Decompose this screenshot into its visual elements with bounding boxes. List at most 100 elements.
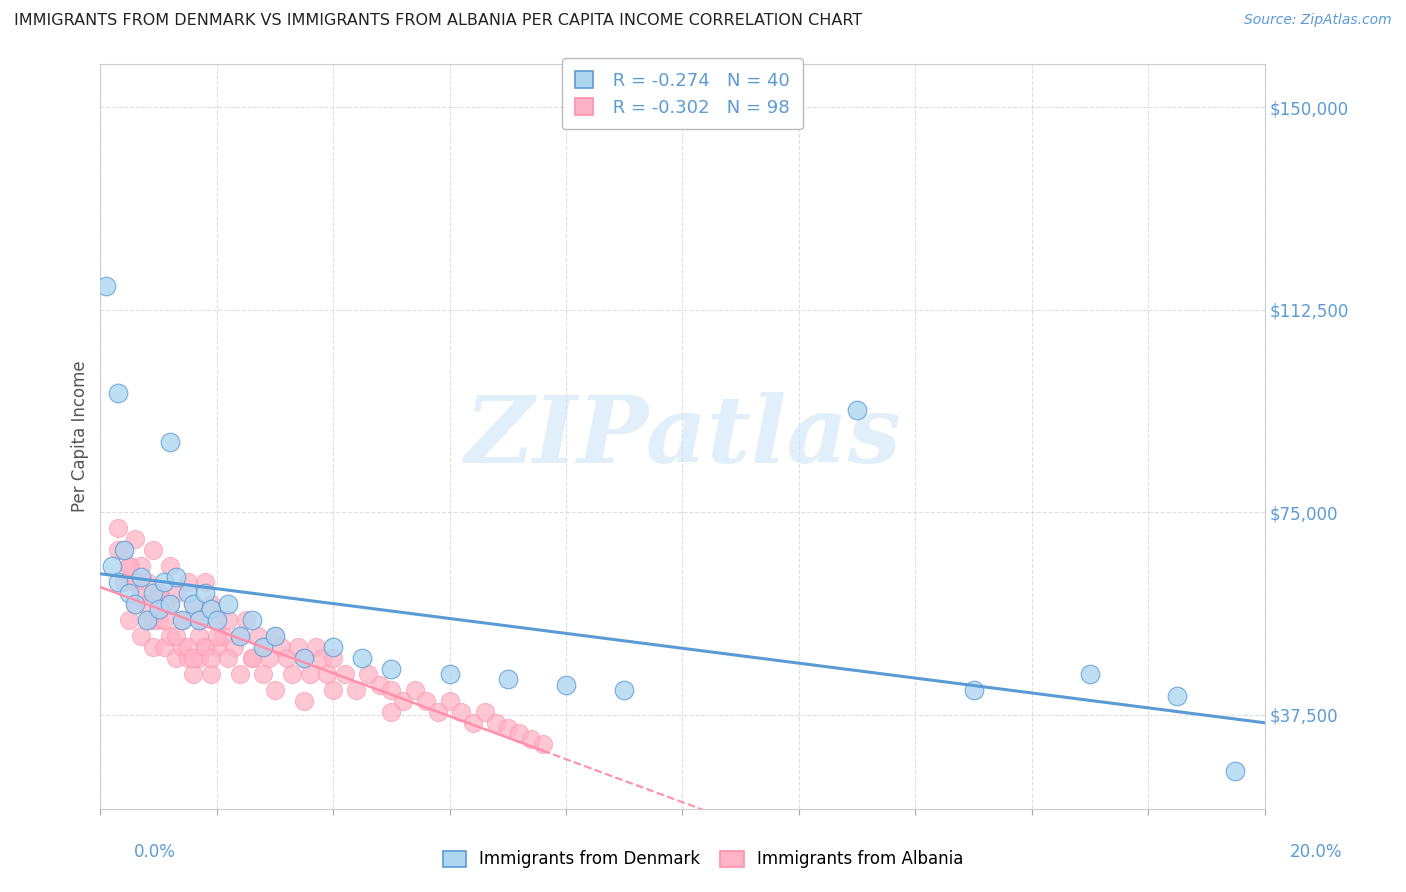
- Point: [439, 667, 461, 681]
- Legend:  R = -0.274   N = 40,  R = -0.302   N = 98: R = -0.274 N = 40, R = -0.302 N = 98: [562, 59, 803, 129]
- Point: [368, 678, 391, 692]
- Point: [153, 597, 176, 611]
- Point: [118, 559, 141, 574]
- Point: [118, 559, 141, 574]
- Point: [217, 651, 239, 665]
- Point: [124, 575, 146, 590]
- Point: [200, 597, 222, 611]
- Point: [450, 705, 472, 719]
- Point: [211, 629, 233, 643]
- Point: [124, 597, 146, 611]
- Point: [380, 683, 402, 698]
- Point: [224, 640, 246, 654]
- Point: [281, 667, 304, 681]
- Point: [352, 651, 374, 665]
- Point: [96, 278, 118, 293]
- Point: [129, 570, 152, 584]
- Point: [246, 629, 269, 643]
- Point: [496, 673, 519, 687]
- Point: [461, 715, 484, 730]
- Point: [142, 543, 165, 558]
- Point: [112, 575, 135, 590]
- Point: [194, 640, 217, 654]
- Point: [415, 694, 437, 708]
- Point: [217, 613, 239, 627]
- Point: [129, 629, 152, 643]
- Point: [252, 667, 274, 681]
- Point: [298, 667, 321, 681]
- Point: [148, 602, 170, 616]
- Point: [427, 705, 450, 719]
- Point: [176, 586, 198, 600]
- Point: [333, 667, 356, 681]
- Text: IMMIGRANTS FROM DENMARK VS IMMIGRANTS FROM ALBANIA PER CAPITA INCOME CORRELATION: IMMIGRANTS FROM DENMARK VS IMMIGRANTS FR…: [14, 13, 862, 29]
- Point: [404, 683, 426, 698]
- Point: [322, 651, 344, 665]
- Point: [292, 694, 315, 708]
- Point: [118, 613, 141, 627]
- Text: 20.0%: 20.0%: [1291, 843, 1343, 861]
- Point: [496, 721, 519, 735]
- Point: [107, 575, 129, 590]
- Point: [107, 386, 129, 401]
- Point: [229, 629, 252, 643]
- Point: [200, 667, 222, 681]
- Point: [165, 586, 187, 600]
- Point: [305, 640, 328, 654]
- Point: [183, 597, 205, 611]
- Point: [170, 613, 193, 627]
- Point: [235, 613, 257, 627]
- Point: [311, 651, 333, 665]
- Point: [124, 532, 146, 546]
- Point: [252, 640, 274, 654]
- Text: ZIPatlas: ZIPatlas: [464, 392, 901, 482]
- Point: [205, 640, 228, 654]
- Point: [183, 597, 205, 611]
- Legend: Immigrants from Denmark, Immigrants from Albania: Immigrants from Denmark, Immigrants from…: [434, 842, 972, 877]
- Point: [346, 683, 368, 698]
- Point: [846, 402, 869, 417]
- Point: [159, 597, 181, 611]
- Point: [200, 602, 222, 616]
- Point: [264, 629, 287, 643]
- Point: [170, 613, 193, 627]
- Point: [170, 613, 193, 627]
- Point: [264, 629, 287, 643]
- Point: [101, 559, 124, 574]
- Point: [170, 640, 193, 654]
- Point: [142, 640, 165, 654]
- Point: [176, 575, 198, 590]
- Point: [252, 640, 274, 654]
- Point: [1225, 764, 1247, 779]
- Point: [183, 651, 205, 665]
- Point: [188, 629, 211, 643]
- Point: [153, 575, 176, 590]
- Point: [188, 651, 211, 665]
- Point: [322, 640, 344, 654]
- Point: [531, 737, 554, 751]
- Point: [142, 586, 165, 600]
- Point: [240, 613, 263, 627]
- Point: [107, 521, 129, 535]
- Point: [142, 613, 165, 627]
- Y-axis label: Per Capita Income: Per Capita Income: [72, 361, 89, 513]
- Point: [508, 726, 530, 740]
- Point: [380, 705, 402, 719]
- Point: [148, 586, 170, 600]
- Point: [287, 640, 309, 654]
- Point: [205, 613, 228, 627]
- Point: [153, 613, 176, 627]
- Point: [159, 597, 181, 611]
- Point: [292, 651, 315, 665]
- Point: [194, 586, 217, 600]
- Point: [240, 651, 263, 665]
- Point: [107, 543, 129, 558]
- Point: [118, 586, 141, 600]
- Point: [292, 651, 315, 665]
- Point: [135, 575, 157, 590]
- Point: [194, 640, 217, 654]
- Point: [240, 651, 263, 665]
- Point: [439, 694, 461, 708]
- Point: [165, 651, 187, 665]
- Point: [392, 694, 415, 708]
